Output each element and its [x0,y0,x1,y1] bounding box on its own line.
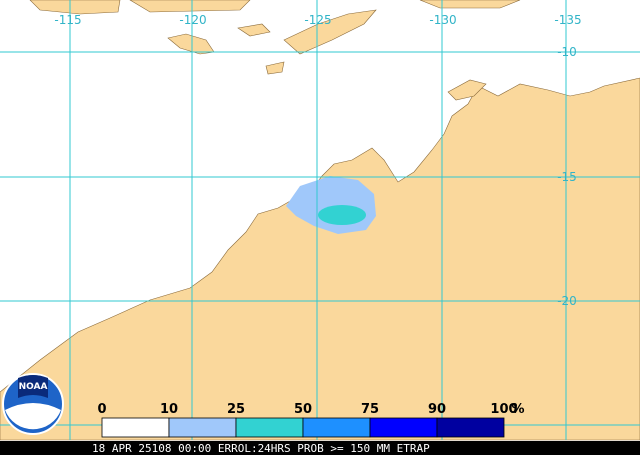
lon-label: -130 [429,13,456,27]
logo-bird [18,375,48,398]
island [29,0,121,15]
lat-label: -20 [557,294,577,308]
island [265,61,285,75]
lon-label: -135 [554,13,581,27]
lon-label: -120 [179,13,206,27]
legend-tick: 90 [428,402,446,417]
legend-swatch [369,417,438,438]
lat-label: -10 [557,45,577,59]
legend-swatch [436,417,505,438]
legend-swatch [101,417,170,438]
island [419,0,521,9]
legend-swatch [168,417,237,438]
island [129,0,251,13]
caption: 18 APR 25108 00:00 ERROL:24HRS PROB >= 1… [92,442,430,455]
lon-label: -125 [304,13,331,27]
logo-wave [5,403,61,430]
legend-tick: 10 [160,402,178,417]
legend-tick: 0 [97,402,106,417]
legend-swatch [302,417,371,438]
legend-tick: 100 [490,402,517,417]
noaa-logo: NOAA [2,373,64,435]
legend-tick: 50 [294,402,312,417]
legend-tick: 75 [361,402,379,417]
land [0,0,640,441]
island [447,79,487,101]
logo-text: NOAA [19,382,48,392]
graticule [0,0,640,440]
lon-label: -115 [54,13,81,27]
mainland [0,77,640,441]
legend-swatch [235,417,304,438]
lat-label: -15 [557,170,577,184]
legend-tick: 25 [227,402,245,417]
island [237,23,271,37]
caption-bar [0,441,640,455]
precip-area [286,176,376,234]
legend-unit: % [511,402,524,417]
prob-25-50 [318,205,366,225]
